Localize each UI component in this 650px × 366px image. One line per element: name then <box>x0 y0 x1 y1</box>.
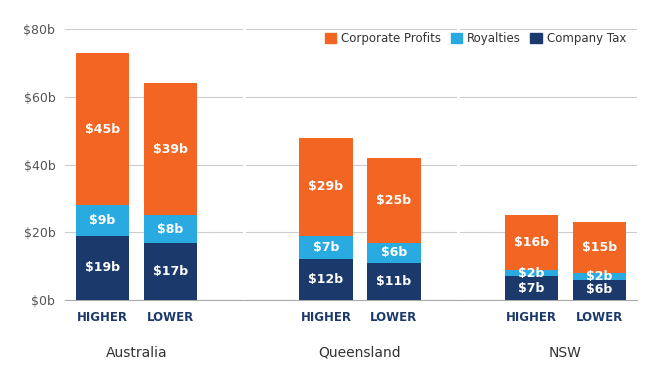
Text: $7b: $7b <box>313 241 339 254</box>
Bar <box>75 53 129 205</box>
Bar <box>144 243 198 300</box>
Bar <box>573 222 626 273</box>
Bar <box>367 158 421 243</box>
Bar <box>299 259 353 300</box>
Text: $2b: $2b <box>518 266 545 280</box>
Text: $8b: $8b <box>157 223 183 236</box>
Bar <box>75 236 129 300</box>
Text: $7b: $7b <box>518 282 545 295</box>
Text: $19b: $19b <box>85 261 120 274</box>
Bar <box>573 273 626 280</box>
Bar <box>573 280 626 300</box>
Text: $29b: $29b <box>309 180 343 193</box>
Text: $11b: $11b <box>376 275 411 288</box>
Text: $6b: $6b <box>586 283 612 296</box>
Bar <box>75 205 129 236</box>
Text: $17b: $17b <box>153 265 188 278</box>
Text: $6b: $6b <box>381 246 407 259</box>
Text: Australia: Australia <box>106 346 167 360</box>
Bar <box>299 236 353 259</box>
Text: $2b: $2b <box>586 270 613 283</box>
Bar <box>505 270 558 276</box>
Text: Queensland: Queensland <box>318 346 401 360</box>
Bar <box>367 243 421 263</box>
Bar <box>505 276 558 300</box>
Text: $9b: $9b <box>90 214 116 227</box>
Bar <box>144 216 198 243</box>
Legend: Corporate Profits, Royalties, Company Tax: Corporate Profits, Royalties, Company Ta… <box>320 27 631 49</box>
Text: NSW: NSW <box>549 346 582 360</box>
Text: $25b: $25b <box>376 194 411 207</box>
Text: $16b: $16b <box>514 236 549 249</box>
Bar <box>505 216 558 270</box>
Text: $45b: $45b <box>85 123 120 136</box>
Text: $12b: $12b <box>308 273 344 286</box>
Bar <box>144 83 198 216</box>
Text: $15b: $15b <box>582 241 617 254</box>
Bar <box>367 263 421 300</box>
Text: $39b: $39b <box>153 143 188 156</box>
Bar <box>299 138 353 236</box>
